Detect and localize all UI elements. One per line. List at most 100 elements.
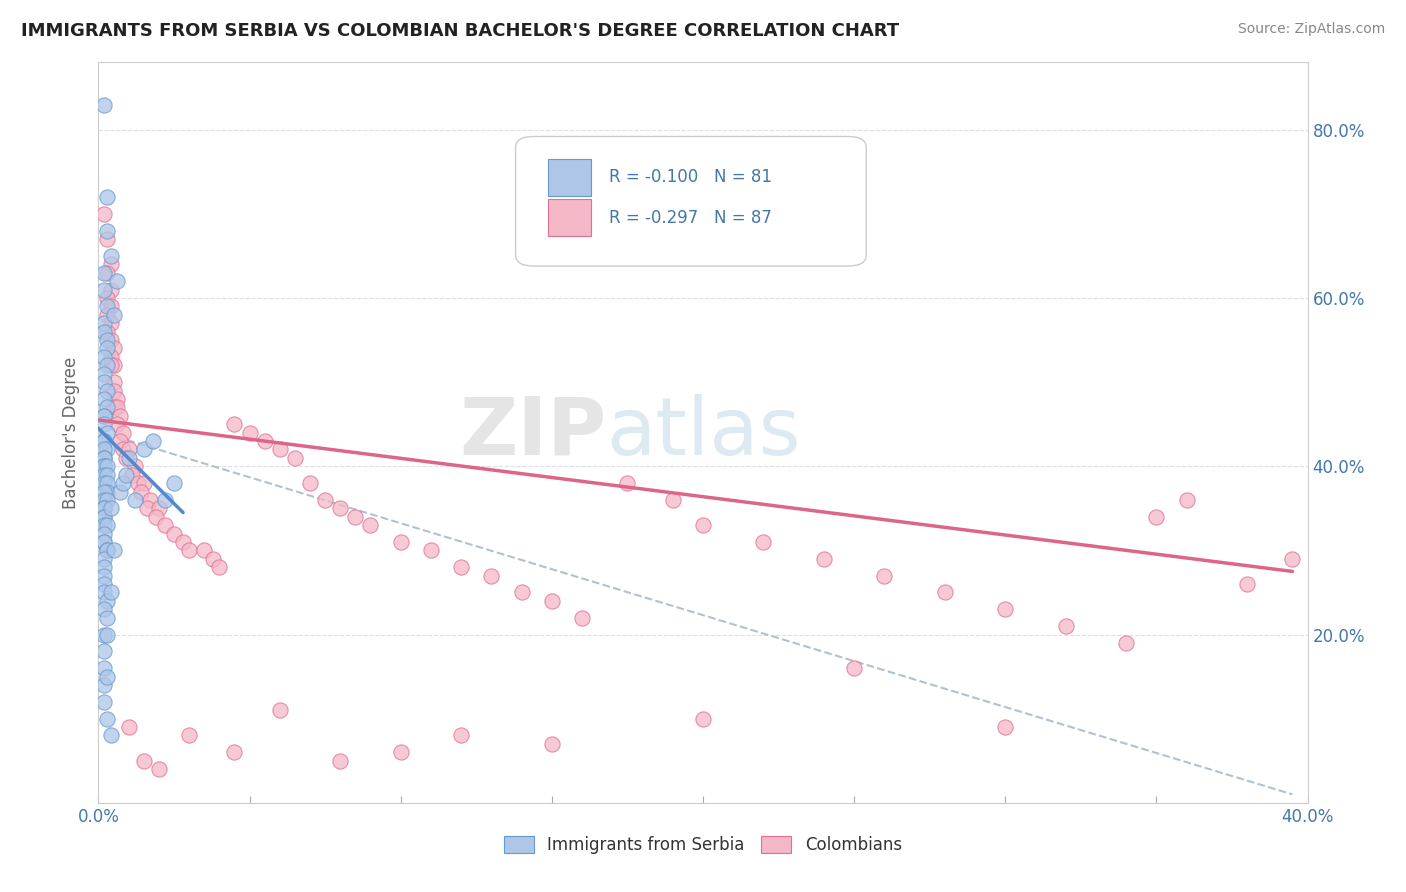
Point (93, 459, 115, 474)
Y-axis label: Bachelor's Degree: Bachelor's Degree (62, 357, 80, 508)
Point (661, 492, 683, 507)
Point (93, 283, 115, 297)
Point (96, 518, 118, 533)
Point (100, 359, 122, 373)
Point (100, 350, 122, 364)
Point (135, 501, 157, 516)
Point (994, 720, 1017, 734)
Point (93, 526, 115, 541)
Point (93, 409, 115, 423)
Point (540, 594, 562, 608)
Point (93, 602, 115, 616)
Point (93, 644, 115, 658)
Point (93, 476, 115, 491)
Point (93, 459, 115, 474)
Point (96, 476, 118, 491)
Point (124, 459, 146, 474)
Point (93, 492, 115, 507)
Point (118, 442, 141, 457)
Point (111, 425, 134, 440)
Point (148, 762, 170, 776)
Text: Source: ZipAtlas.com: Source: ZipAtlas.com (1237, 22, 1385, 37)
Point (93, 509, 115, 524)
Point (105, 392, 128, 406)
Point (1115, 636, 1137, 650)
Point (118, 450, 141, 465)
Point (179, 543, 201, 558)
Point (129, 484, 152, 499)
Point (139, 492, 162, 507)
Point (118, 720, 141, 734)
Point (96, 670, 118, 684)
Point (100, 257, 122, 271)
Point (360, 518, 382, 533)
Point (103, 401, 125, 415)
Point (96, 492, 118, 507)
Point (132, 442, 155, 457)
FancyBboxPatch shape (548, 159, 591, 195)
Point (208, 560, 231, 574)
Point (96, 712, 118, 726)
Point (163, 526, 186, 541)
Point (93, 509, 115, 524)
Point (148, 501, 170, 516)
Point (1236, 577, 1258, 591)
Point (96, 359, 118, 373)
Point (994, 602, 1017, 616)
Point (103, 342, 125, 356)
Point (103, 359, 125, 373)
Point (153, 492, 176, 507)
Text: R = -0.100   N = 81: R = -0.100 N = 81 (609, 169, 772, 186)
Point (450, 560, 472, 574)
Point (692, 518, 714, 533)
Point (420, 543, 443, 558)
Point (100, 501, 122, 516)
Point (96, 325, 118, 339)
Point (108, 434, 131, 448)
Point (202, 551, 225, 566)
Point (96, 384, 118, 398)
Point (103, 543, 125, 558)
Point (96, 484, 118, 499)
Point (96, 333, 118, 347)
Point (124, 492, 146, 507)
Point (96, 467, 118, 482)
Point (100, 585, 122, 599)
Point (96, 300, 118, 314)
Point (96, 308, 118, 322)
Point (121, 467, 143, 482)
Point (389, 745, 412, 759)
Point (132, 476, 155, 491)
Point (103, 375, 125, 389)
Point (93, 350, 115, 364)
Point (844, 661, 866, 675)
Point (96, 425, 118, 440)
Point (93, 577, 115, 591)
Point (269, 442, 291, 457)
Point (93, 585, 115, 599)
Point (752, 535, 775, 549)
Point (100, 333, 122, 347)
Point (96, 442, 118, 457)
Point (224, 745, 246, 759)
Point (1054, 619, 1077, 633)
FancyBboxPatch shape (516, 136, 866, 266)
Point (108, 484, 131, 499)
Point (93, 551, 115, 566)
Point (329, 754, 352, 768)
Point (269, 703, 291, 717)
Point (100, 300, 122, 314)
Point (93, 325, 115, 339)
Point (93, 518, 115, 533)
Point (1144, 509, 1167, 524)
Point (1175, 492, 1198, 507)
Text: ZIP: ZIP (458, 393, 606, 472)
Point (96, 610, 118, 624)
Point (93, 467, 115, 482)
Point (93, 535, 115, 549)
Point (344, 509, 367, 524)
Point (114, 467, 136, 482)
Point (96, 190, 118, 204)
Point (96, 543, 118, 558)
Point (934, 585, 956, 599)
